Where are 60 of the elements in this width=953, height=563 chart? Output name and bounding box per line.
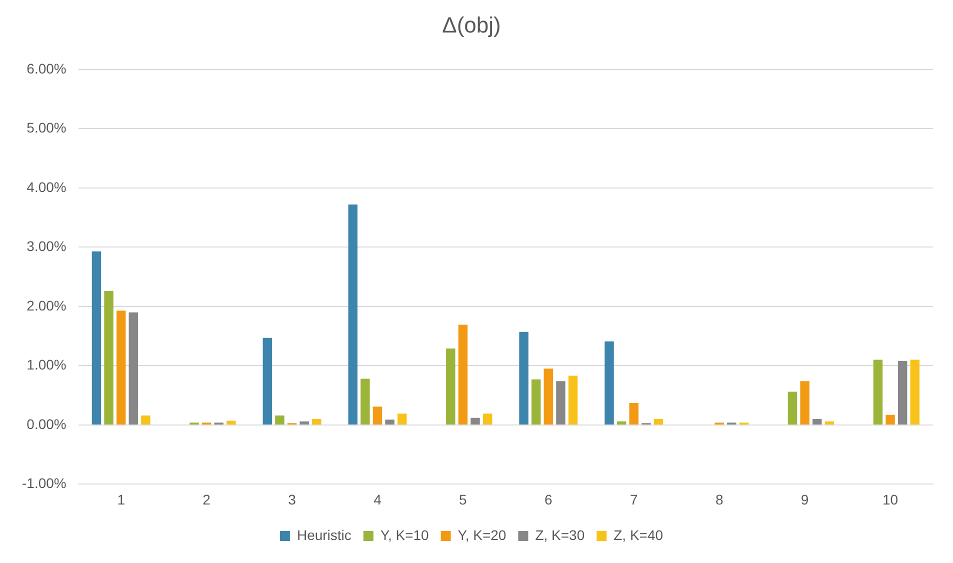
y-tick-label: 4.00%	[26, 178, 66, 195]
x-tick-label: 3	[288, 491, 296, 508]
legend-label: Z, K=30	[535, 526, 585, 543]
legend-label: Heuristic	[296, 526, 352, 543]
bar	[519, 332, 528, 424]
bar	[92, 251, 102, 424]
bar	[104, 291, 114, 424]
bar	[886, 414, 895, 424]
bar	[531, 379, 541, 424]
y-tick-label: -1.00%	[22, 475, 66, 492]
legend-label: Z, K=40	[614, 526, 664, 543]
bar	[275, 415, 284, 424]
y-tick-label: 3.00%	[26, 238, 66, 254]
x-tick-label: 2	[202, 491, 211, 508]
bar	[141, 415, 150, 424]
bar	[348, 204, 358, 424]
bar	[116, 310, 126, 424]
bar	[446, 348, 456, 424]
bar	[800, 381, 810, 424]
x-tick-label: 6	[544, 491, 553, 508]
bar	[654, 419, 664, 424]
y-tick-label: 6.00%	[26, 60, 66, 76]
bar	[812, 419, 822, 424]
bar	[616, 421, 626, 424]
bar	[458, 324, 468, 424]
x-tick-label: 7	[630, 491, 638, 508]
bar	[397, 414, 407, 424]
bar	[556, 381, 566, 424]
x-tick-label: 9	[800, 491, 809, 508]
bar	[226, 420, 236, 424]
chart-title: Δ(obj)	[442, 12, 501, 38]
x-tick-label: 4	[374, 491, 382, 508]
y-tick-label: 1.00%	[26, 356, 66, 373]
bar	[910, 360, 920, 424]
bar	[824, 421, 834, 424]
bar	[629, 403, 638, 424]
bar	[300, 421, 309, 424]
y-tick-label: 2.00%	[26, 297, 66, 314]
x-tick-label: 8	[715, 491, 724, 508]
bar	[385, 420, 394, 424]
x-tick-label: 5	[459, 491, 468, 508]
x-tick-label: 1	[117, 491, 126, 508]
y-tick-label: 5.00%	[26, 120, 66, 136]
legend-label: Y, K=10	[380, 526, 430, 543]
bar	[568, 376, 578, 424]
bar	[873, 360, 883, 424]
bar	[262, 338, 272, 424]
bar	[312, 419, 322, 424]
legend-label: Y, K=20	[458, 526, 506, 543]
y-tick-label: 0.00%	[26, 416, 66, 432]
bar	[544, 368, 554, 424]
x-tick-label: 10	[882, 491, 898, 508]
bar	[128, 312, 138, 424]
bar	[898, 360, 908, 424]
bar	[470, 418, 480, 424]
bar	[604, 341, 614, 424]
bar	[482, 414, 492, 424]
bar	[372, 406, 382, 424]
bar	[360, 378, 370, 424]
bar	[788, 392, 798, 424]
